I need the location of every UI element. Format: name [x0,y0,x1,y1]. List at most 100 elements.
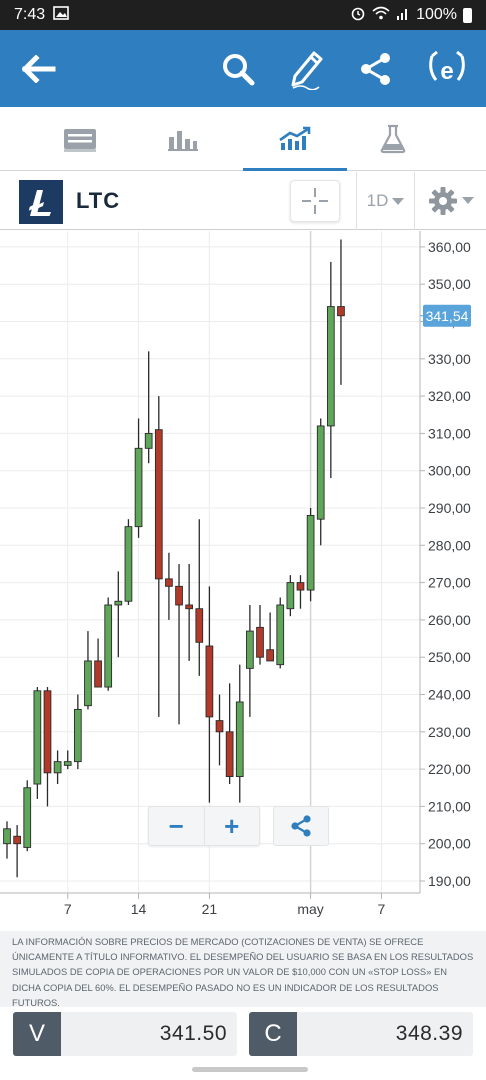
y-tick-label: 230,00 [428,724,471,740]
candle-body [225,731,234,778]
x-tick-label: 14 [131,901,147,917]
buy-price: 348.39 [395,1022,463,1045]
candle [13,825,21,878]
edit-pen-icon[interactable] [282,30,330,107]
sell-button[interactable]: V 341.50 [13,1012,237,1056]
candle [94,638,102,688]
y-tick-label: 310,00 [428,425,471,441]
y-tick-label: 260,00 [428,612,471,628]
candle [23,780,32,852]
y-tick-label: 190,00 [428,873,471,889]
candle-body [246,630,254,669]
buy-button[interactable]: C 348.39 [249,1012,473,1056]
candle [276,597,285,669]
candle [266,612,274,662]
sell-price: 341.50 [159,1022,227,1045]
share-chart-button[interactable] [273,806,329,846]
candle-body [256,626,264,658]
candle-body [337,306,345,317]
tab-research[interactable] [341,107,445,171]
candle [53,750,62,785]
candle-body [266,649,274,662]
y-tick-label: 290,00 [428,500,471,516]
y-tick-label: 200,00 [428,836,471,852]
candle-body [185,604,194,610]
crosshair-icon [302,188,328,214]
price-chart[interactable]: 360,00350,00340,00330,00320,00310,00300,… [0,231,486,931]
last-price-label: 341,54 [426,308,469,324]
candle-body [144,432,153,449]
candle [73,694,82,770]
stats-card-icon [64,129,96,152]
etoro-logo-icon[interactable]: e [422,30,472,107]
y-tick-label: 350,00 [428,276,471,292]
candle-body [33,690,42,785]
y-tick-label: 360,00 [428,239,471,255]
candle-body [13,835,21,845]
candle-body [63,761,72,766]
candle [195,519,204,676]
y-tick-label: 270,00 [428,575,471,591]
status-bar: 7:43 100% [0,0,486,30]
y-tick-label: 220,00 [428,761,471,777]
candle [63,750,72,770]
zoom-out-button[interactable]: − [149,807,205,845]
candle-body [23,787,32,848]
buy-label: C [249,1012,297,1056]
candle [316,418,325,546]
x-tick-label: 7 [64,901,72,917]
settings-dropdown[interactable] [414,172,486,230]
candle [306,508,315,602]
candle [337,239,345,385]
back-arrow-icon[interactable] [14,30,64,107]
candle [185,563,194,661]
zoom-in-button[interactable]: + [224,810,240,841]
home-gesture-bar[interactable] [192,1067,308,1072]
candle-body [84,660,92,707]
candle-body [53,761,62,774]
system-nav-bar [0,1058,486,1080]
candle [134,418,143,538]
timeframe-dropdown[interactable]: 1D [356,172,414,230]
y-tick-label: 330,00 [428,351,471,367]
litecoin-logo-icon [19,180,63,224]
candle-body [286,582,295,610]
gear-icon [428,187,457,215]
candle-body [296,582,305,591]
x-tick-label: may [297,901,323,917]
share-icon[interactable] [352,30,400,107]
disclaimer-text: LA INFORMACIÓN SOBRE PRECIOS DE MERCADO … [0,931,486,1008]
candle-body [215,720,224,733]
tab-stats[interactable] [28,107,132,171]
candle [225,683,234,785]
y-tick-label: 280,00 [428,537,471,553]
candle [175,563,183,725]
y-tick-label: 250,00 [428,649,471,665]
y-tick-label: 320,00 [428,388,471,404]
candle [124,519,133,605]
y-tick-label: 240,00 [428,687,471,703]
tab-bars[interactable] [131,107,235,171]
timeframe-label: 1D [366,191,389,210]
candle [104,597,113,691]
candle-body [326,306,335,427]
candle-body [124,526,133,602]
candle [326,261,335,479]
candle-body [3,828,11,845]
search-icon[interactable] [214,30,262,107]
instrument-symbol: LTC [76,188,121,213]
candle-body [306,515,315,591]
candle [33,687,42,799]
sell-label: V [13,1012,61,1056]
candle-body [276,604,285,666]
candle [296,575,305,609]
status-time: 7:43 [14,6,46,23]
candle-body [165,578,173,587]
bar-chart-icon [168,131,198,151]
candle [246,604,254,717]
crosshair-button[interactable] [290,180,340,222]
tab-chart[interactable] [243,107,347,171]
signal-icon [396,6,410,25]
candle-body [195,608,204,643]
candle-body [205,645,214,718]
